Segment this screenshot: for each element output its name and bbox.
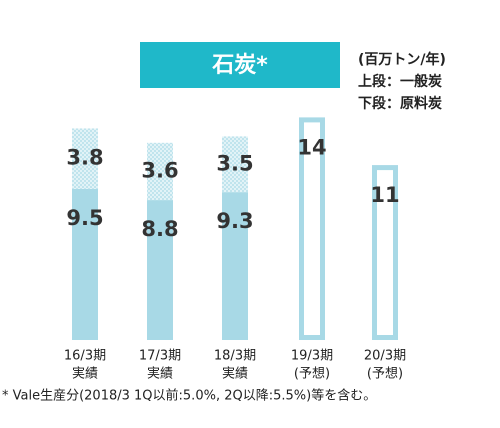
x-tick-label: (予想) [294,366,330,382]
value-label: 14 [297,135,326,159]
bar-segment [72,128,98,189]
legend-entry: 下段：原料炭 [358,95,442,112]
value-label: 3.6 [141,158,178,182]
bar-segment [222,136,248,193]
x-tick-label: 実績 [222,366,248,382]
x-tick-label: (予想) [367,366,403,382]
x-tick-label: 17/3期 [139,349,181,364]
value-label: 3.5 [216,151,253,175]
footnote: * Vale生産分(2018/3 1Q以前:5.0%, 2Q以降:5.5%)等を… [2,388,376,404]
x-tick-label: 実績 [147,366,173,382]
title-box [140,42,340,88]
bar-segment [72,188,98,340]
bar-segment [147,142,173,201]
forecast-bar [299,117,325,341]
value-label: 9.3 [216,209,253,233]
x-tick-label: 実績 [72,366,98,382]
x-tick-label: 18/3期 [214,349,256,364]
x-tick-label: 19/3期 [291,349,333,364]
value-label: 3.8 [66,146,103,170]
x-tick-label: 20/3期 [364,349,406,364]
unit: (百万トン/年) [358,51,446,68]
forecast-bar [372,165,398,340]
x-tick-label: 16/3期 [64,349,106,364]
value-label: 11 [370,183,399,207]
legend-entry: 上段：一般炭 [358,73,442,90]
chart-title: 石炭* [211,52,268,78]
value-label: 9.5 [66,206,103,230]
bar-segment [222,192,248,340]
bar-segment [147,200,173,340]
value-label: 8.8 [141,217,178,241]
